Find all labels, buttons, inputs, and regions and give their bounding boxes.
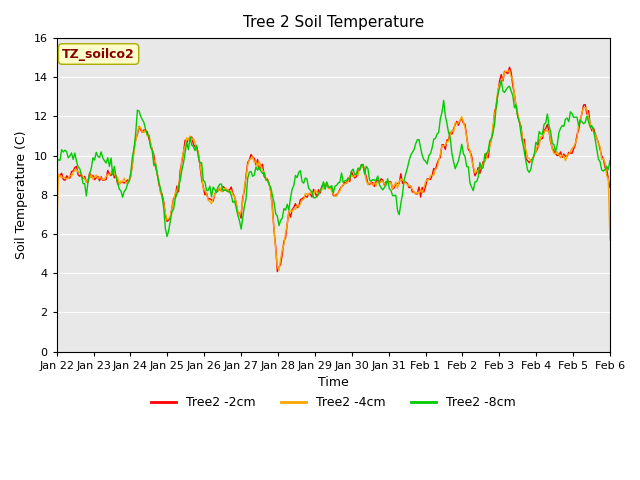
Tree2 -8cm [606,158,614,164]
Tree2 -4cm [476,165,484,170]
Tree2 -2cm [53,171,61,177]
Tree2 -8cm [497,78,505,84]
Tree2 -4cm [65,175,72,181]
Tree2 -4cm [506,68,513,73]
Text: TZ_soilco2: TZ_soilco2 [62,48,135,60]
Tree2 -8cm [65,155,72,161]
Line: Tree2 -2cm: Tree2 -2cm [57,67,610,272]
Tree2 -8cm [476,160,484,166]
Tree2 -2cm [488,135,495,141]
Tree2 -4cm [224,187,232,193]
X-axis label: Time: Time [318,376,349,389]
Tree2 -2cm [506,64,513,70]
Title: Tree 2 Soil Temperature: Tree 2 Soil Temperature [243,15,424,30]
Tree2 -8cm [494,91,502,97]
Tree2 -8cm [53,160,61,166]
Tree2 -2cm [359,162,367,168]
Tree2 -8cm [163,234,171,240]
Tree2 -2cm [273,269,281,275]
Tree2 -4cm [53,232,61,238]
Line: Tree2 -4cm: Tree2 -4cm [57,71,610,271]
Tree2 -4cm [494,87,502,93]
Tree2 -2cm [224,187,232,193]
Tree2 -8cm [359,162,367,168]
Tree2 -8cm [488,135,495,141]
Tree2 -4cm [488,137,495,143]
Y-axis label: Soil Temperature (C): Soil Temperature (C) [15,131,28,259]
Tree2 -4cm [606,237,614,243]
Tree2 -2cm [65,175,72,181]
Tree2 -2cm [494,89,502,95]
Tree2 -4cm [275,268,283,274]
Tree2 -2cm [606,185,614,191]
Legend: Tree2 -2cm, Tree2 -4cm, Tree2 -8cm: Tree2 -2cm, Tree2 -4cm, Tree2 -8cm [147,391,520,414]
Line: Tree2 -8cm: Tree2 -8cm [57,81,610,237]
Tree2 -2cm [476,170,484,176]
Tree2 -4cm [359,163,367,168]
Tree2 -8cm [226,189,234,194]
